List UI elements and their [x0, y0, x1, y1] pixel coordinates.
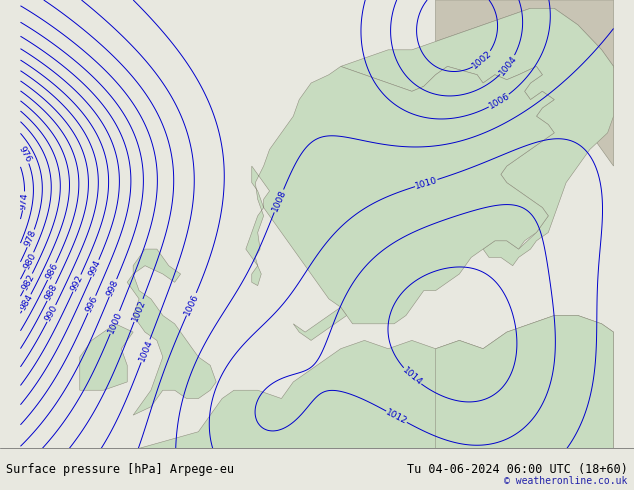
Polygon shape: [246, 67, 554, 324]
Text: 980: 980: [22, 251, 37, 270]
Polygon shape: [436, 0, 614, 166]
Text: 1002: 1002: [130, 298, 147, 323]
Text: 976: 976: [17, 145, 33, 165]
Polygon shape: [436, 316, 614, 448]
Polygon shape: [340, 8, 614, 266]
Text: 988: 988: [43, 283, 60, 302]
Text: 986: 986: [44, 262, 60, 281]
Text: 1010: 1010: [414, 175, 439, 191]
Text: 992: 992: [69, 273, 85, 293]
Text: 1006: 1006: [183, 292, 200, 317]
Text: 994: 994: [87, 259, 103, 278]
Text: 990: 990: [43, 304, 60, 323]
Text: 1012: 1012: [384, 408, 409, 426]
Text: 982: 982: [20, 272, 36, 292]
Text: 998: 998: [105, 278, 120, 297]
Text: 996: 996: [84, 294, 100, 314]
Polygon shape: [139, 316, 614, 448]
Text: 1002: 1002: [471, 49, 494, 71]
Polygon shape: [294, 307, 347, 341]
Text: 1008: 1008: [270, 189, 288, 213]
Text: Tu 04-06-2024 06:00 UTC (18+60): Tu 04-06-2024 06:00 UTC (18+60): [407, 463, 628, 476]
Text: 1000: 1000: [106, 310, 124, 335]
Text: 1004: 1004: [137, 339, 154, 363]
Text: 1006: 1006: [487, 91, 511, 111]
Text: 1014: 1014: [401, 366, 424, 387]
Text: 974: 974: [18, 192, 29, 210]
Text: © weatheronline.co.uk: © weatheronline.co.uk: [504, 476, 628, 486]
Text: 1004: 1004: [497, 53, 519, 77]
Text: 984: 984: [18, 293, 35, 312]
Polygon shape: [127, 249, 216, 415]
Text: Surface pressure [hPa] Arpege-eu: Surface pressure [hPa] Arpege-eu: [6, 463, 235, 476]
Text: 978: 978: [23, 229, 39, 248]
Polygon shape: [80, 324, 133, 390]
